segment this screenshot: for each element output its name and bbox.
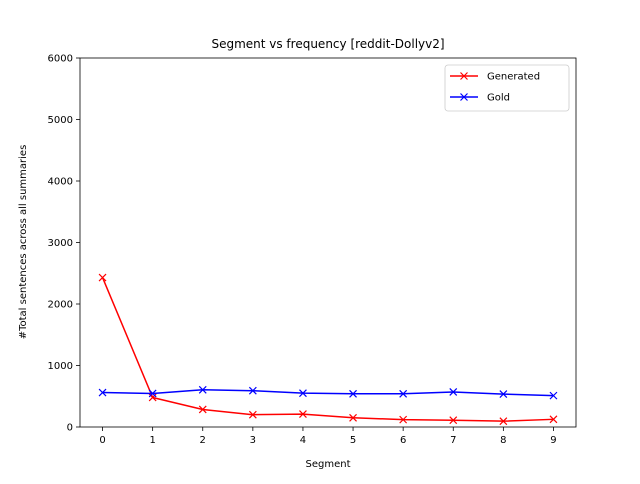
- data-point-generated: [449, 416, 458, 425]
- x-tick-label: 4: [300, 435, 306, 446]
- data-point-generated: [248, 410, 257, 419]
- data-point-gold: [449, 388, 458, 396]
- legend-marker-generated: [460, 72, 468, 80]
- x-tick-label: 8: [500, 435, 506, 446]
- legend-label-gold: Gold: [487, 93, 510, 104]
- data-point-generated: [299, 410, 307, 419]
- y-tick-label: 6000: [48, 54, 73, 65]
- legend-label-generated: Generated: [487, 72, 540, 83]
- series-line-generated: [101, 277, 554, 422]
- legend-marker-gold: [460, 93, 468, 101]
- y-tick-label: 4000: [48, 177, 73, 188]
- data-point-generated: [349, 413, 357, 422]
- data-point-generated: [198, 405, 207, 414]
- series-line-gold: [102, 389, 554, 397]
- y-tick-label: 0: [67, 423, 73, 434]
- data-point-gold: [399, 389, 408, 398]
- y-axis-label: #Total sentences across all summaries: [18, 145, 29, 340]
- data-point-gold: [299, 389, 307, 398]
- data-point-gold: [549, 391, 558, 400]
- chart-title: Segment vs frequency [reddit-Dollyv2]: [211, 37, 444, 51]
- data-point-generated: [399, 415, 408, 424]
- data-point-generated: [499, 417, 508, 426]
- x-tick-label: 0: [99, 435, 105, 446]
- data-point-gold: [198, 385, 207, 394]
- y-tick-label: 3000: [48, 238, 73, 249]
- data-point-generated: [98, 273, 107, 282]
- y-tick-label: 5000: [48, 115, 73, 126]
- data-point-gold: [248, 386, 257, 395]
- x-axis-label: Segment: [306, 459, 351, 470]
- plot-area: 0 1 2 3 4 5 6 7 8 9 0 1000 2000 3000 4000 5000 6000 Gener…: [48, 54, 577, 446]
- legend: Generated Gold: [444, 64, 570, 112]
- x-tick-label: 6: [400, 435, 406, 446]
- y-tick-label: 2000: [48, 300, 73, 311]
- data-point-gold: [98, 388, 107, 397]
- data-point-gold: [148, 389, 157, 398]
- data-point-generated: [549, 415, 558, 424]
- x-tick-label: 3: [250, 435, 256, 446]
- y-tick-label: 1000: [48, 361, 73, 372]
- x-tick-label: 1: [149, 435, 155, 446]
- plot-frame: [79, 57, 577, 428]
- data-point-gold: [499, 390, 508, 399]
- x-tick-label: 9: [550, 435, 556, 446]
- x-tick-label: 2: [200, 435, 206, 446]
- data-point-gold: [349, 389, 357, 398]
- x-tick-label: 5: [350, 435, 356, 446]
- x-tick-label: 7: [450, 435, 456, 446]
